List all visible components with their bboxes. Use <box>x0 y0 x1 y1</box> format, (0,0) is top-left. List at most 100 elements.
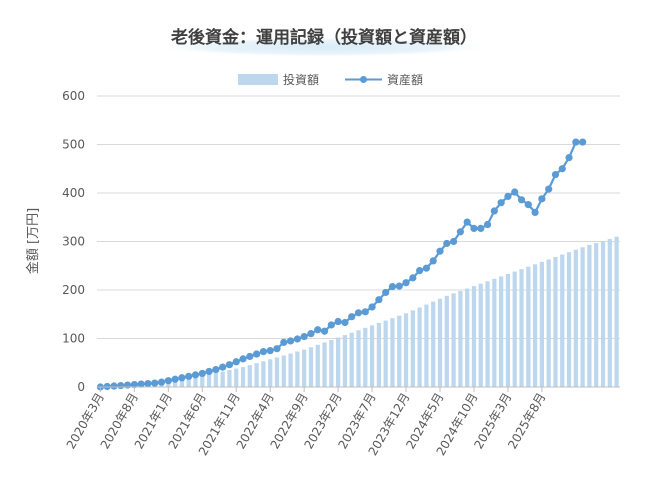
asset-point <box>259 347 268 356</box>
investment-bars <box>98 236 619 387</box>
y-tick-label: 300 <box>62 235 85 249</box>
investment-bar <box>247 365 252 387</box>
asset-point <box>320 327 329 335</box>
asset-point <box>443 239 451 248</box>
asset-point <box>341 318 349 327</box>
investment-bar <box>560 254 565 387</box>
asset-point <box>164 377 172 385</box>
investment-bar <box>478 283 483 387</box>
investment-bar <box>492 278 497 387</box>
asset-point <box>239 355 247 363</box>
investment-bar <box>410 310 415 387</box>
investment-bar <box>607 239 612 387</box>
asset-point <box>110 382 118 390</box>
asset-point <box>212 365 220 374</box>
investment-bar <box>288 353 293 387</box>
investment-bar <box>268 359 273 387</box>
investment-bar <box>200 375 205 387</box>
asset-point <box>293 335 301 343</box>
investment-bar <box>499 276 504 387</box>
investment-bar <box>315 344 320 387</box>
investment-bar <box>206 374 212 387</box>
investment-bar <box>485 281 490 387</box>
asset-point <box>253 350 261 358</box>
investment-bar <box>451 293 456 387</box>
asset-point <box>558 165 566 173</box>
asset-point <box>538 195 546 203</box>
investment-bar <box>227 370 232 387</box>
investment-bar <box>587 244 592 387</box>
investment-bar <box>403 313 409 387</box>
asset-point <box>545 185 553 193</box>
investment-bar <box>553 257 558 387</box>
asset-line-series <box>96 138 587 391</box>
asset-point <box>171 375 179 383</box>
asset-point <box>354 309 363 317</box>
investment-bar <box>193 376 198 387</box>
investment-bar <box>573 249 578 387</box>
asset-point <box>565 153 573 162</box>
asset-point <box>198 369 206 378</box>
legend-label-asset: 資産額 <box>387 72 423 87</box>
asset-point <box>185 372 193 380</box>
asset-point <box>436 247 444 255</box>
y-axis-ticks: 0 100 200 300 400 500 600 <box>62 89 85 394</box>
asset-point <box>266 347 274 355</box>
investment-bar <box>471 286 477 387</box>
investment-bar <box>383 320 388 387</box>
investment-bar <box>336 337 341 387</box>
asset-point <box>191 371 200 379</box>
asset-point <box>382 288 390 297</box>
investment-bar <box>186 377 191 387</box>
investment-bar <box>519 269 524 387</box>
investment-bar <box>376 322 381 387</box>
investment-bar <box>369 325 375 387</box>
investment-bar <box>465 288 470 387</box>
investment-bar <box>614 236 619 387</box>
investment-bar <box>390 318 395 387</box>
investment-bar <box>539 261 544 387</box>
asset-point <box>422 264 431 272</box>
x-axis-ticks: 2020年3月2020年8月2021年1月2021年6月2021年11月2022… <box>64 387 548 458</box>
asset-point <box>219 363 227 371</box>
investment-bar <box>254 363 259 387</box>
y-tick-label: 0 <box>77 380 85 394</box>
investment-bar <box>349 332 354 387</box>
asset-point <box>137 380 145 388</box>
investment-bar <box>302 349 307 387</box>
investment-bar <box>173 379 178 387</box>
investment-bar <box>580 247 585 387</box>
asset-point <box>395 282 403 290</box>
y-axis-label: 金額 [万円] <box>25 208 41 274</box>
asset-point <box>307 330 315 338</box>
legend-label-investment: 投資額 <box>283 72 319 87</box>
investment-bar <box>295 351 300 387</box>
asset-line <box>100 140 583 389</box>
investment-bar <box>431 301 436 387</box>
investment-bar <box>281 355 286 387</box>
investment-bar <box>356 330 361 387</box>
asset-point <box>178 374 186 382</box>
title-highlight <box>154 37 494 57</box>
investment-bar <box>274 357 280 387</box>
investment-bar <box>234 368 239 387</box>
asset-point <box>388 283 397 291</box>
y-tick-label: 100 <box>62 332 85 346</box>
asset-point <box>517 196 526 204</box>
asset-point <box>157 378 166 386</box>
investment-bar <box>417 307 422 387</box>
asset-point <box>477 224 485 233</box>
investment-bar <box>397 315 402 387</box>
investment-bar <box>179 378 185 387</box>
asset-point <box>280 338 288 346</box>
y-tick-label: 200 <box>62 283 85 297</box>
asset-point <box>327 321 335 329</box>
investment-bar <box>342 335 348 387</box>
asset-point <box>483 220 492 229</box>
asset-point <box>572 138 580 146</box>
asset-point <box>375 296 383 304</box>
asset-point <box>409 274 417 282</box>
investment-bar <box>240 367 246 387</box>
asset-point <box>300 332 308 341</box>
